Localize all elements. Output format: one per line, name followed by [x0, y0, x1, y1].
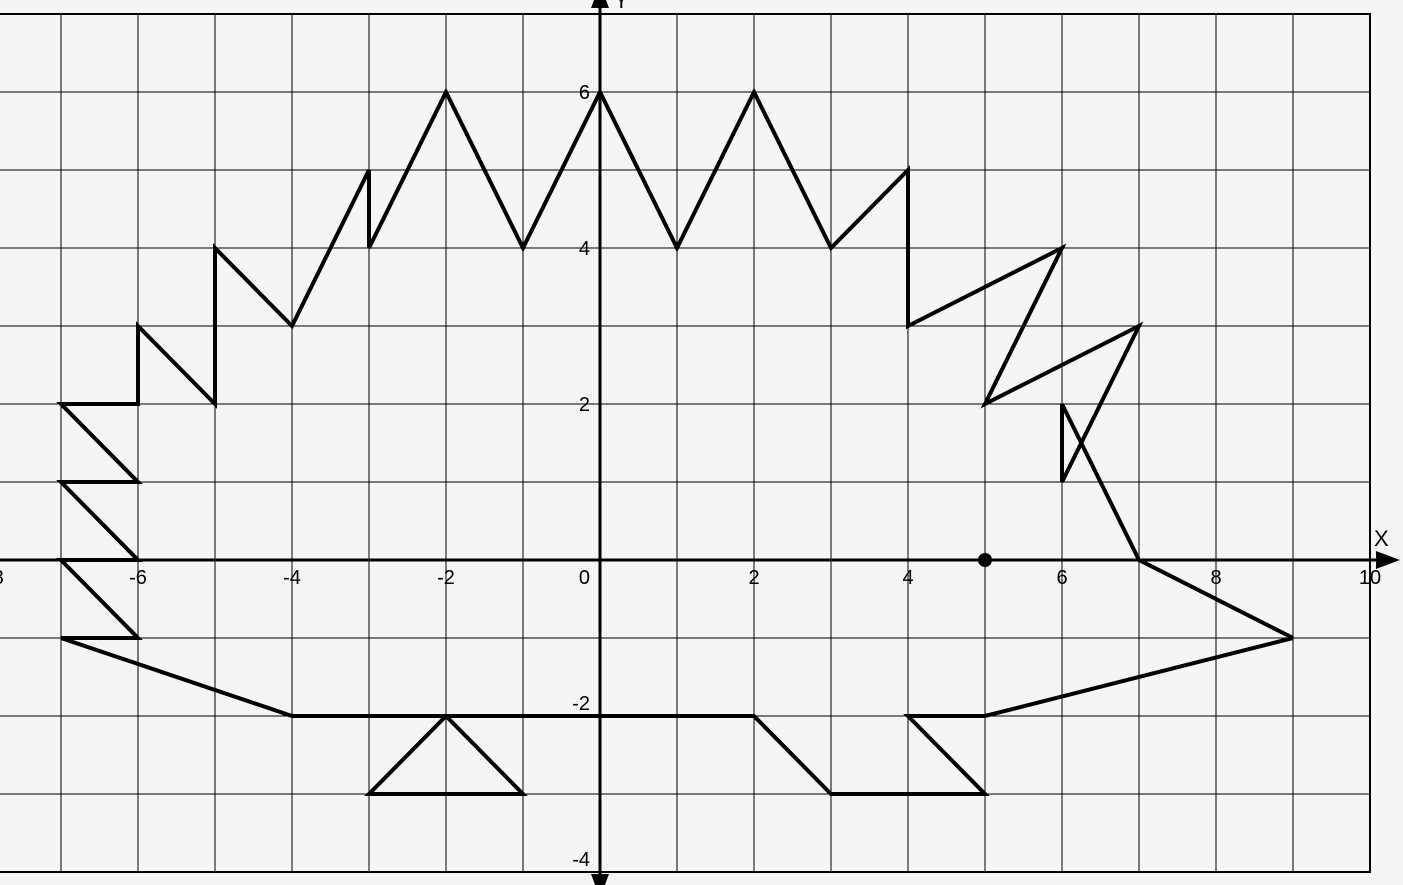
y-tick-label: 4 [579, 238, 590, 260]
grid-border [0, 14, 1370, 872]
y-axis-arrow-down [591, 874, 609, 885]
coordinate-plane-chart: X Y -8 -6 -4 -2 2 4 6 8 10 -4 -2 2 4 6 0 [0, 0, 1403, 885]
x-axis-label: X [1374, 526, 1389, 551]
y-axis-arrow [591, 0, 609, 8]
y-tick-label: 2 [579, 394, 590, 416]
x-tick-label: 4 [902, 567, 913, 589]
x-tick-label: 6 [1056, 567, 1067, 589]
x-tick-label: 2 [748, 567, 759, 589]
y-tick-label: -2 [572, 693, 590, 715]
y-tick-label: 6 [579, 82, 590, 104]
origin-label: 0 [579, 567, 590, 589]
x-tick-label: -2 [437, 567, 455, 589]
x-tick-label: -4 [283, 567, 301, 589]
y-tick-label: -4 [572, 849, 590, 871]
chart-svg: X Y -8 -6 -4 -2 2 4 6 8 10 -4 -2 2 4 6 0 [0, 0, 1403, 885]
x-tick-label: 8 [1210, 567, 1221, 589]
x-tick-label: -8 [0, 567, 4, 589]
y-axis-label: Y [614, 0, 629, 13]
hedgehog-eye [978, 553, 992, 567]
x-tick-label: -6 [129, 567, 147, 589]
x-tick-label: 10 [1359, 567, 1381, 589]
